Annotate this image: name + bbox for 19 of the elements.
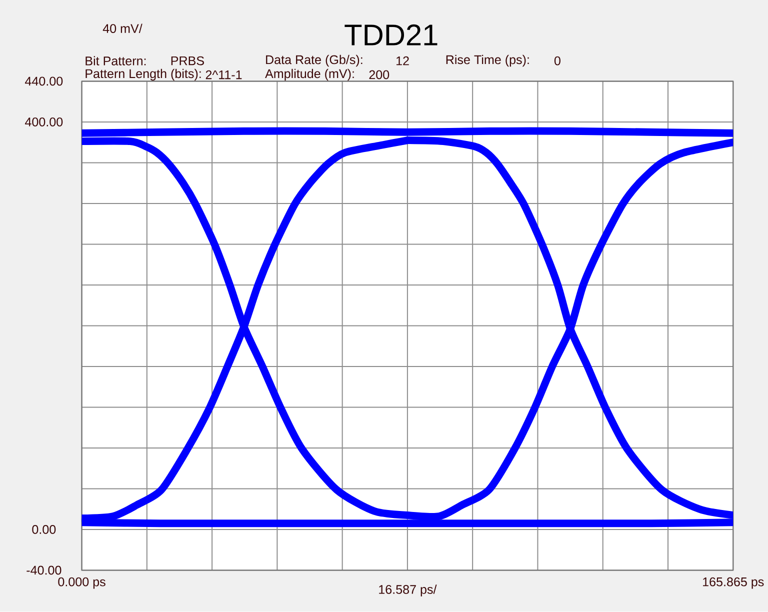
text: Pattern Length (bits):	[86, 68, 201, 81]
y-tick-label: -40.00	[26, 566, 62, 575]
y-tick-label: 440.00	[24, 76, 63, 86]
text: 16.587 ps/	[379, 584, 437, 596]
text: Rise Time (ps):	[446, 55, 529, 67]
text: 2^11-1	[206, 70, 242, 80]
x-tick-label: 0.000 ps	[58, 578, 106, 589]
text: PRBS	[171, 56, 204, 66]
text: 200	[369, 70, 390, 80]
x-tick-label: 165.865 ps	[703, 578, 764, 589]
y-tick-label: 400.00	[24, 118, 63, 127]
text: Bit Pattern:	[86, 56, 146, 66]
chart-title: TDD21	[344, 24, 438, 46]
text: 0	[554, 56, 560, 66]
text: Amplitude (mV):	[265, 68, 354, 81]
y-tick-label: 0.00	[32, 525, 56, 534]
text: Data Rate (Gb/s):	[266, 55, 362, 67]
text: 12	[396, 56, 409, 66]
text: 40 mV/	[102, 24, 142, 34]
